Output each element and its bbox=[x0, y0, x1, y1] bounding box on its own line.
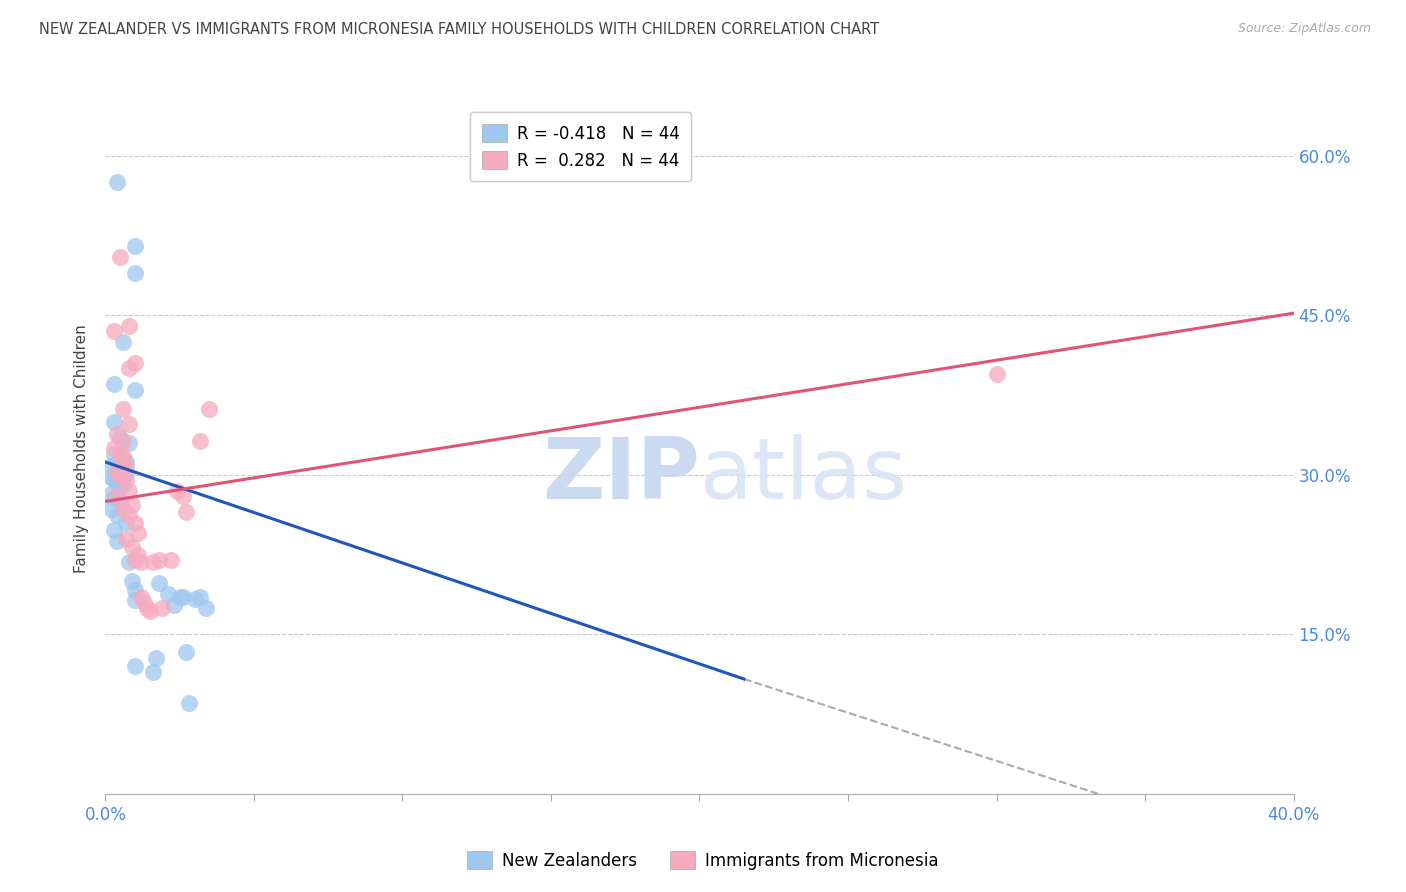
Point bbox=[115, 473, 138, 487]
Point bbox=[112, 334, 135, 349]
Point bbox=[124, 266, 146, 280]
Point bbox=[105, 533, 128, 548]
Point bbox=[986, 367, 1008, 381]
Point bbox=[172, 590, 194, 604]
Point bbox=[112, 478, 135, 492]
Point bbox=[115, 455, 138, 469]
Text: ZIP: ZIP bbox=[541, 434, 700, 517]
Point bbox=[156, 587, 179, 601]
Point bbox=[195, 600, 218, 615]
Point bbox=[115, 466, 138, 480]
Point bbox=[118, 508, 141, 523]
Point bbox=[100, 487, 122, 501]
Point bbox=[100, 470, 122, 484]
Point bbox=[118, 417, 141, 431]
Legend: R = -0.418   N = 44, R =  0.282   N = 44: R = -0.418 N = 44, R = 0.282 N = 44 bbox=[470, 112, 692, 181]
Point bbox=[105, 462, 128, 476]
Legend: New Zealanders, Immigrants from Micronesia: New Zealanders, Immigrants from Micrones… bbox=[460, 845, 946, 877]
Point bbox=[105, 508, 128, 523]
Point bbox=[129, 590, 152, 604]
Point bbox=[103, 324, 125, 338]
Point bbox=[115, 516, 138, 530]
Point bbox=[103, 377, 125, 392]
Point bbox=[145, 650, 167, 665]
Point bbox=[105, 175, 128, 189]
Point bbox=[163, 598, 186, 612]
Point bbox=[150, 600, 173, 615]
Point bbox=[124, 516, 146, 530]
Point bbox=[103, 523, 125, 537]
Point bbox=[142, 555, 165, 569]
Point bbox=[103, 491, 125, 506]
Point bbox=[112, 457, 135, 471]
Point bbox=[136, 600, 159, 615]
Point bbox=[103, 473, 125, 487]
Point bbox=[112, 401, 135, 416]
Point bbox=[190, 434, 212, 448]
Point bbox=[110, 467, 132, 482]
Point bbox=[100, 501, 122, 516]
Point bbox=[105, 427, 128, 442]
Text: Source: ZipAtlas.com: Source: ZipAtlas.com bbox=[1237, 22, 1371, 36]
Point bbox=[121, 540, 143, 554]
Point bbox=[166, 483, 188, 498]
Point bbox=[124, 659, 146, 673]
Point bbox=[103, 442, 125, 455]
Point bbox=[124, 356, 146, 370]
Point bbox=[110, 446, 132, 460]
Point bbox=[172, 489, 194, 503]
Point bbox=[121, 498, 143, 512]
Point bbox=[121, 574, 143, 589]
Point bbox=[124, 383, 146, 397]
Point bbox=[118, 318, 141, 333]
Point bbox=[118, 436, 141, 450]
Point bbox=[112, 434, 135, 448]
Point bbox=[198, 401, 221, 416]
Point bbox=[115, 532, 138, 546]
Point bbox=[190, 590, 212, 604]
Point bbox=[118, 361, 141, 376]
Point bbox=[118, 483, 141, 498]
Point bbox=[174, 505, 197, 519]
Point bbox=[174, 645, 197, 659]
Point bbox=[115, 459, 138, 474]
Point bbox=[112, 501, 135, 516]
Point bbox=[142, 665, 165, 679]
Point bbox=[110, 431, 132, 445]
Y-axis label: Family Households with Children: Family Households with Children bbox=[75, 324, 90, 573]
Point bbox=[159, 553, 181, 567]
Point bbox=[100, 459, 122, 474]
Point bbox=[177, 697, 200, 711]
Point bbox=[124, 239, 146, 253]
Point bbox=[124, 593, 146, 607]
Point bbox=[105, 476, 128, 491]
Point bbox=[112, 470, 135, 484]
Point bbox=[169, 590, 191, 604]
Point bbox=[110, 250, 132, 264]
Point bbox=[103, 415, 125, 429]
Point bbox=[148, 576, 170, 591]
Point bbox=[132, 595, 155, 609]
Point bbox=[148, 553, 170, 567]
Point bbox=[110, 451, 132, 466]
Text: atlas: atlas bbox=[700, 434, 907, 517]
Point bbox=[124, 553, 146, 567]
Text: NEW ZEALANDER VS IMMIGRANTS FROM MICRONESIA FAMILY HOUSEHOLDS WITH CHILDREN CORR: NEW ZEALANDER VS IMMIGRANTS FROM MICRONE… bbox=[39, 22, 880, 37]
Point bbox=[129, 555, 152, 569]
Point bbox=[139, 604, 162, 618]
Point bbox=[103, 446, 125, 460]
Point bbox=[183, 592, 205, 607]
Point bbox=[127, 548, 149, 562]
Point bbox=[105, 462, 128, 476]
Point bbox=[112, 449, 135, 463]
Point bbox=[124, 582, 146, 597]
Point bbox=[118, 555, 141, 569]
Point bbox=[110, 494, 132, 508]
Point bbox=[105, 489, 128, 503]
Point bbox=[127, 526, 149, 541]
